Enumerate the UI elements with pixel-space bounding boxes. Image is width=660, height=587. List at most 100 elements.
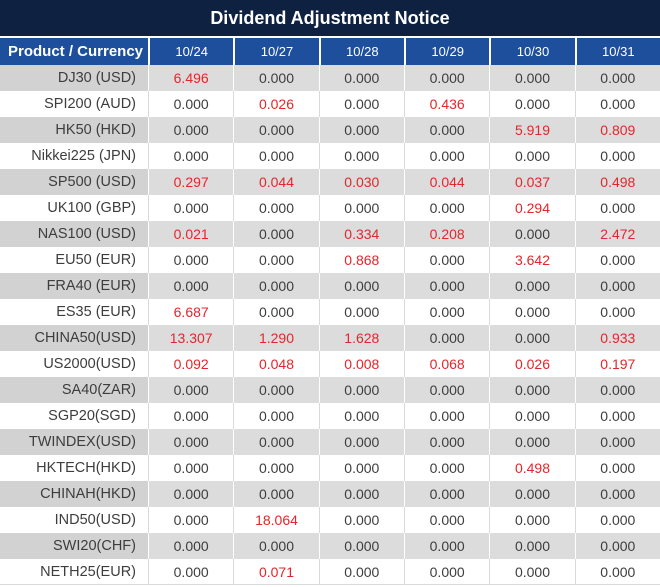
column-header-date-6: 10/31	[574, 38, 660, 65]
table-row: HK50 (HKD) 0.000 0.000 0.000 0.000 5.919 0.80…	[0, 117, 660, 143]
value-cell: 0.026	[489, 351, 574, 377]
product-cell: SGP20(SGD)	[48, 408, 136, 424]
value-cell: 0.048	[233, 351, 318, 377]
value-cell: 0.000	[318, 429, 404, 455]
value-cell: 0.000	[318, 455, 404, 481]
product-cell: EU50 (EUR)	[55, 252, 136, 268]
value-cell: 0.000	[148, 195, 233, 221]
value-cell: 0.000	[233, 429, 319, 455]
value-cell: 0.000	[404, 247, 489, 273]
value-cell: 0.000	[574, 273, 660, 299]
value-cell: 1.628	[318, 325, 404, 351]
value-cell: 6.496	[148, 65, 234, 91]
value-cell: 0.000	[574, 65, 660, 91]
table-row: SP500 (USD) 0.297 0.044 0.030 0.044 0.037 0.4…	[0, 169, 660, 195]
value-cell: 0.000	[233, 377, 319, 403]
value-cell: 0.000	[404, 325, 490, 351]
value-cell: 0.000	[148, 455, 233, 481]
product-cell: SA40(ZAR)	[0, 377, 148, 403]
product-cell: IND50(USD)	[54, 512, 136, 528]
value-cell: 0.000	[318, 481, 404, 507]
table-row: TWINDEX(USD) 0.000 0.000 0.000 0.000 0.000 0.…	[0, 429, 660, 455]
value-cell: 0.068	[404, 351, 489, 377]
value-cell: 0.000	[574, 403, 660, 429]
table-row: SA40(ZAR) 0.000 0.000 0.000 0.000 0.000 0.000	[0, 377, 660, 403]
value-cell: 1.290	[233, 325, 319, 351]
value-cell: 0.000	[574, 481, 660, 507]
value-cell: 13.307	[148, 325, 234, 351]
value-cell: 0.000	[148, 507, 233, 533]
table-row: NETH25(EUR) 0.000 0.071 0.000 0.000 0.000 0.0…	[0, 559, 660, 585]
value-cell: 0.000	[489, 273, 575, 299]
column-header-date-2: 10/27	[233, 38, 318, 65]
value-cell: 0.000	[574, 143, 660, 169]
table-row: SWI20(CHF) 0.000 0.000 0.000 0.000 0.000 0.00…	[0, 533, 660, 559]
value-cell: 0.000	[148, 91, 233, 117]
value-cell: 0.294	[489, 195, 574, 221]
column-header-date-3: 10/28	[318, 38, 404, 65]
value-cell: 0.000	[233, 403, 318, 429]
value-cell: 0.000	[233, 117, 319, 143]
value-cell: 0.000	[318, 91, 404, 117]
table-row: CHINAH(HKD) 0.000 0.000 0.000 0.000 0.000 0.0…	[0, 481, 660, 507]
value-cell: 0.000	[318, 533, 404, 559]
value-cell: 0.000	[233, 247, 318, 273]
value-cell: 0.000	[233, 533, 319, 559]
product-cell: Nikkei225 (JPN)	[31, 148, 136, 164]
value-cell: 0.000	[489, 507, 574, 533]
value-cell: 0.000	[148, 403, 233, 429]
value-cell: 0.000	[404, 65, 490, 91]
value-cell: 0.000	[489, 325, 575, 351]
value-cell: 6.687	[148, 299, 233, 325]
value-cell: 0.000	[233, 299, 318, 325]
value-cell: 0.000	[489, 65, 575, 91]
value-cell: 0.000	[574, 377, 660, 403]
value-cell: 2.472	[574, 221, 660, 247]
product-cell: DJ30 (USD)	[0, 65, 148, 91]
value-cell: 0.000	[489, 221, 575, 247]
table-row: NAS100 (USD) 0.021 0.000 0.334 0.208 0.000 2.…	[0, 221, 660, 247]
value-cell: 0.000	[489, 533, 575, 559]
value-cell: 0.000	[233, 65, 319, 91]
value-cell: 0.933	[574, 325, 660, 351]
value-cell: 0.000	[574, 455, 660, 481]
value-cell: 0.000	[148, 377, 234, 403]
table-row: FRA40 (EUR) 0.000 0.000 0.000 0.000 0.000 0.0…	[0, 273, 660, 299]
value-cell: 0.071	[233, 559, 318, 584]
value-cell: 0.000	[404, 429, 490, 455]
value-cell: 0.000	[489, 429, 575, 455]
value-cell: 0.000	[148, 273, 234, 299]
product-cell: HK50 (HKD)	[0, 117, 148, 143]
value-cell: 0.000	[318, 299, 404, 325]
value-cell: 0.000	[318, 143, 404, 169]
value-cell: 0.000	[404, 117, 490, 143]
value-cell: 0.044	[404, 169, 490, 195]
value-cell: 0.026	[233, 91, 318, 117]
column-header-date-5: 10/30	[489, 38, 574, 65]
value-cell: 0.000	[318, 65, 404, 91]
value-cell: 0.044	[233, 169, 319, 195]
value-cell: 0.000	[574, 559, 660, 584]
value-cell: 0.000	[318, 377, 404, 403]
table-row: HKTECH(HKD) 0.000 0.000 0.000 0.000 0.498 0.0…	[0, 455, 660, 481]
product-cell: UK100 (GBP)	[47, 200, 136, 216]
table-row: IND50(USD) 0.000 18.064 0.000 0.000 0.000 0.0…	[0, 507, 660, 533]
value-cell: 0.000	[404, 143, 489, 169]
value-cell: 0.000	[404, 455, 489, 481]
value-cell: 0.000	[489, 403, 574, 429]
value-cell: 0.000	[574, 507, 660, 533]
value-cell: 0.030	[318, 169, 404, 195]
value-cell: 0.000	[489, 377, 575, 403]
value-cell: 0.000	[318, 195, 404, 221]
product-cell: NETH25(EUR)	[40, 563, 136, 580]
value-cell: 0.000	[318, 559, 404, 584]
value-cell: 0.197	[574, 351, 660, 377]
value-cell: 0.000	[574, 533, 660, 559]
value-cell: 0.000	[404, 559, 489, 584]
product-cell: SP500 (USD)	[0, 169, 148, 195]
value-cell: 0.000	[233, 195, 318, 221]
table-row: DJ30 (USD) 6.496 0.000 0.000 0.000 0.000 0.00…	[0, 65, 660, 91]
value-cell: 0.334	[318, 221, 404, 247]
value-cell: 0.498	[489, 455, 574, 481]
